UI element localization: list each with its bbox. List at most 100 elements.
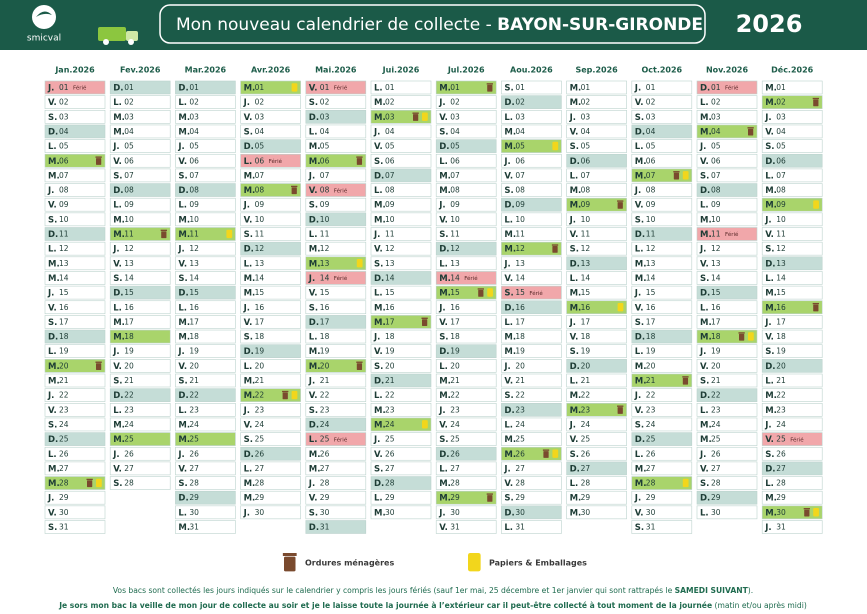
day-letter: M. [48,259,60,269]
day-cell: M. 29 [435,490,497,505]
day-cell: V. 06 [696,153,758,168]
day-cell: L. 30 [696,505,758,520]
day-cell: V. 30 [631,505,693,520]
month-name: Jul.2026 [447,66,485,75]
day-cell: J. 01 Férié [44,80,106,95]
day-letter: L. [374,186,383,196]
day-number: 31 [450,523,460,532]
day-cell: M. 25 [501,432,562,446]
day-number: 21 [515,376,525,385]
icon-lid [356,156,363,158]
day-letter: M. [635,362,647,372]
day-box [696,373,758,388]
day-letter: J. [373,333,380,343]
day-box [305,241,367,256]
town: BAYON-SUR-GIRONDE [497,15,703,35]
day-cell: D. 11 [44,227,106,241]
day-letter: L. [765,274,774,284]
day-cell: L. 09 [175,197,236,212]
day-number: 20 [255,361,265,370]
day-number: 07 [646,171,656,180]
day-cell: M. 01 [435,80,497,95]
day-letter: S. [374,259,383,269]
day-box [501,329,562,344]
day-letter: D. [570,259,580,269]
day-letter: V. [700,464,709,474]
day-cell: V. 20 [696,359,758,373]
icon-body [87,480,93,488]
day-letter: M. [178,113,190,123]
day-number: 02 [124,98,134,107]
day-cell: J. 12 [696,241,758,256]
day-cell: J. 16 [240,300,301,315]
day-number: 01 [124,83,134,92]
day-cell: M. 30 [566,505,627,520]
month-name: Mai.2026 [315,66,357,75]
trash-icon [551,244,559,253]
icon-body [617,302,624,312]
day-number: 31 [646,523,656,532]
day-letter: M. [374,215,386,225]
day-box [435,432,497,446]
day-number: 02 [646,98,656,107]
day-box [761,183,823,197]
day-cell: M. 04 [109,124,171,139]
day-number: 25 [776,435,786,444]
day-letter: V. [374,245,383,255]
day-letter: J. [47,289,54,299]
day-cell: L. 16 [109,300,171,315]
day-box [109,344,171,359]
day-number: 10 [515,215,525,224]
icon-lid [421,317,428,319]
day-box [109,271,171,285]
day-box [44,110,106,124]
day-number: 21 [255,376,265,385]
day-letter: S. [113,479,122,489]
day-number: 25 [581,435,591,444]
day-letter: V. [700,362,709,372]
day-number: 08 [124,186,134,195]
day-box [370,490,432,505]
day-box [240,227,301,241]
day-number: 14 [450,273,460,282]
day-cell: V. 27 [175,461,236,476]
day-cell: M. 27 [44,461,106,476]
day-cell: M. 24 [175,417,236,432]
day-cell: V. 18 [566,329,627,344]
icon-lid [282,390,289,393]
day-box [109,359,171,373]
day-cell: D. 09 [501,197,562,212]
day-box [696,168,758,183]
day-cell: L. 07 [566,168,627,183]
day-box [501,168,562,183]
day-number: 05 [255,142,265,151]
day-box [566,315,627,329]
day-letter: D. [178,186,188,196]
day-box [109,402,171,417]
day-number: 08 [320,186,330,195]
day-number: 12 [124,244,134,253]
day-cell: J. 15 [631,285,693,300]
day-cell: S. 21 [109,373,171,388]
day-box [761,139,823,153]
day-box [240,446,301,461]
day-number: 01 [776,83,786,92]
day-letter: J. [503,259,510,269]
day-number: 27 [124,464,134,473]
day-number: 31 [320,523,330,532]
day-number: 13 [124,259,134,268]
icon-body [291,390,298,400]
day-cell: M. 08 [566,183,627,197]
day-number: 22 [711,391,721,400]
day-cell: V. 20 [175,359,236,373]
day-number: 08 [385,186,395,195]
day-box [109,285,171,300]
day-cell: V. 29 [305,490,367,505]
day-letter: V. [309,494,318,504]
day-number: 18 [59,332,69,341]
day-box [305,168,367,183]
day-box [370,329,432,344]
day-letter: D. [570,157,580,167]
day-cell: M. 21 [240,373,301,388]
